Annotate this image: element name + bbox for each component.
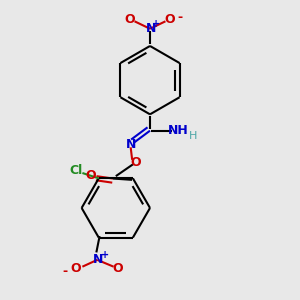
Text: NH: NH xyxy=(168,124,189,137)
Text: -: - xyxy=(177,11,182,24)
Text: H: H xyxy=(189,131,197,141)
Text: +: + xyxy=(152,19,160,29)
Text: N: N xyxy=(146,22,156,35)
Text: +: + xyxy=(100,250,109,260)
Text: N: N xyxy=(93,254,103,266)
Text: -: - xyxy=(63,265,68,278)
Text: O: O xyxy=(165,13,175,26)
Text: O: O xyxy=(86,169,97,182)
Text: O: O xyxy=(113,262,123,275)
Text: Cl: Cl xyxy=(69,164,82,177)
Text: O: O xyxy=(130,156,141,169)
Text: O: O xyxy=(125,13,135,26)
Text: N: N xyxy=(125,138,136,152)
Text: O: O xyxy=(70,262,81,275)
